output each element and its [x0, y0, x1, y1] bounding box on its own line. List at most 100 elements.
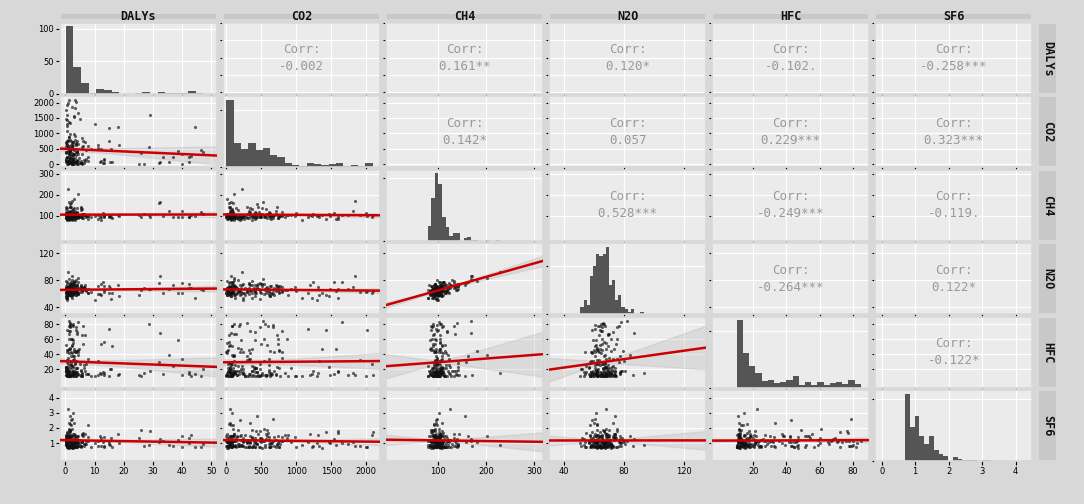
Point: [425, 288, 442, 296]
Point: [93, 340, 111, 348]
Point: [437, 372, 454, 381]
Point: [221, 290, 238, 298]
Point: [425, 285, 442, 293]
Point: [606, 435, 623, 444]
Point: [424, 426, 441, 434]
Point: [437, 347, 454, 355]
Point: [57, 158, 75, 166]
Point: [57, 288, 75, 296]
Point: [59, 111, 76, 119]
Point: [440, 438, 457, 446]
Point: [261, 209, 279, 217]
Point: [431, 433, 449, 442]
Point: [75, 340, 92, 348]
Point: [459, 351, 476, 359]
Point: [59, 442, 76, 450]
Bar: [963, 460, 967, 461]
Point: [67, 277, 85, 285]
Point: [257, 443, 274, 451]
Point: [351, 288, 369, 296]
Point: [427, 443, 444, 451]
Point: [607, 340, 624, 348]
Point: [62, 215, 79, 223]
Point: [170, 213, 188, 221]
Point: [427, 434, 444, 443]
Point: [270, 340, 287, 348]
Bar: [74, 67, 81, 94]
Point: [327, 441, 345, 449]
Point: [251, 323, 269, 331]
Point: [732, 444, 749, 452]
Point: [61, 286, 78, 294]
Point: [60, 215, 77, 223]
Point: [260, 443, 278, 451]
Point: [236, 211, 254, 219]
Point: [222, 286, 240, 294]
Point: [64, 438, 81, 447]
Point: [425, 431, 442, 439]
Text: -0.119.: -0.119.: [928, 207, 980, 220]
Point: [65, 211, 82, 219]
Point: [173, 207, 191, 215]
Point: [222, 432, 240, 440]
Point: [192, 285, 209, 293]
Point: [425, 438, 442, 447]
Point: [270, 211, 287, 219]
Point: [423, 326, 440, 334]
Point: [262, 215, 280, 223]
Point: [740, 443, 758, 451]
Point: [59, 289, 76, 297]
Point: [730, 419, 747, 427]
Point: [256, 280, 273, 288]
Point: [61, 327, 78, 335]
Point: [421, 367, 438, 375]
Point: [427, 280, 444, 288]
Point: [68, 204, 86, 212]
Point: [132, 286, 150, 294]
Point: [218, 289, 235, 297]
Point: [425, 420, 442, 428]
Point: [61, 370, 78, 378]
Point: [240, 444, 257, 452]
Point: [73, 443, 90, 451]
Point: [263, 370, 281, 379]
Point: [261, 370, 279, 378]
Point: [479, 432, 496, 440]
Point: [427, 433, 444, 441]
Point: [234, 213, 251, 221]
Point: [241, 214, 258, 222]
Point: [224, 430, 242, 438]
Point: [181, 284, 198, 292]
Point: [57, 371, 75, 379]
Point: [64, 368, 81, 376]
Point: [222, 284, 240, 292]
Point: [428, 353, 446, 361]
Point: [435, 287, 452, 295]
Point: [447, 439, 464, 447]
Point: [264, 214, 282, 222]
Point: [423, 442, 440, 450]
Point: [61, 211, 78, 219]
Point: [231, 213, 248, 221]
Point: [64, 282, 81, 290]
Point: [437, 287, 454, 295]
Point: [246, 213, 263, 221]
Point: [590, 443, 607, 451]
Point: [231, 286, 248, 294]
Point: [599, 331, 617, 339]
Point: [195, 440, 212, 448]
Point: [75, 285, 92, 293]
Point: [439, 437, 456, 445]
Point: [64, 370, 81, 379]
Point: [287, 443, 305, 451]
Point: [95, 156, 113, 164]
Point: [431, 285, 449, 293]
Point: [236, 372, 254, 381]
Point: [441, 405, 459, 413]
Point: [246, 287, 263, 295]
Point: [848, 439, 865, 447]
Point: [581, 358, 598, 366]
Point: [62, 157, 79, 165]
Point: [73, 286, 90, 294]
Text: 0.161**: 0.161**: [438, 60, 491, 74]
